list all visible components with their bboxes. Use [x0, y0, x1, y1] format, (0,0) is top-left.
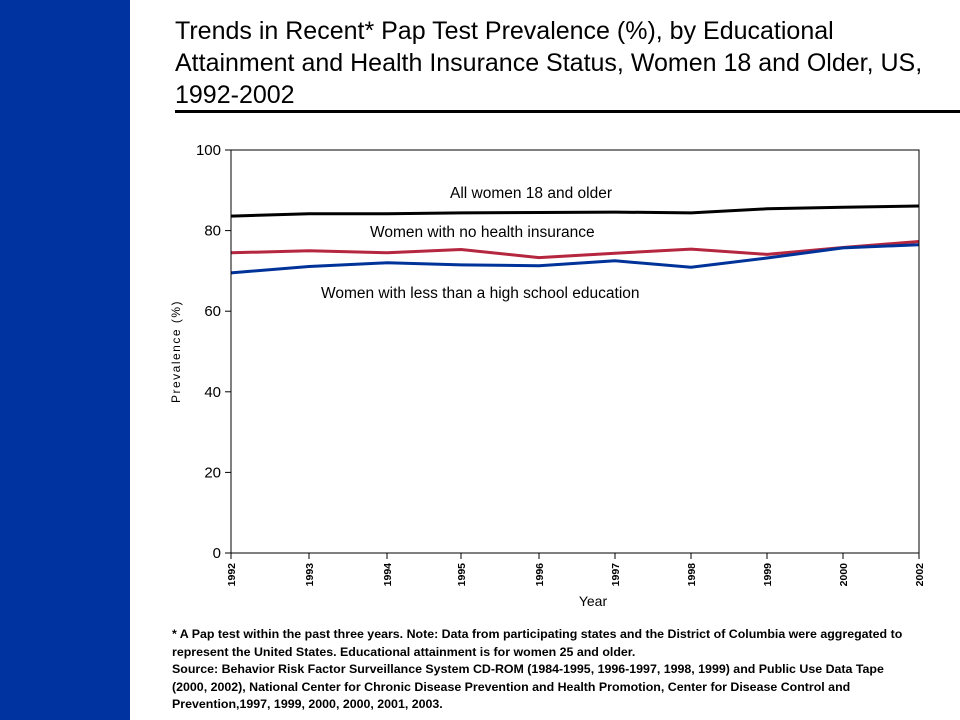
slide-title: Trends in Recent* Pap Test Prevalence (%… — [175, 17, 923, 109]
series-label-3: Women with less than a high school educa… — [321, 285, 640, 302]
title-rule — [175, 110, 960, 113]
source-text: Source: Behavior Risk Factor Surveillanc… — [172, 662, 884, 712]
series-lines — [230, 204, 920, 275]
x-tick-label-1999: 1999 — [762, 563, 774, 587]
y-axis-label: Prevalence (%) — [169, 300, 183, 403]
series-line-1 — [230, 204, 920, 218]
y-tick-label-100: 100 — [196, 142, 221, 159]
series-line-3 — [230, 243, 920, 275]
series-line-2 — [230, 240, 920, 260]
y-tick-label-60: 60 — [204, 303, 221, 320]
x-axis-label: Year — [579, 593, 608, 609]
y-tick-label-20: 20 — [204, 464, 221, 481]
x-tick-label-1997: 1997 — [610, 563, 622, 587]
x-axis: 1992 1993 1994 1995 1996 1997 1998 1999 2000 2002… — [226, 553, 926, 609]
y-tick-label-40: 40 — [204, 384, 221, 401]
series-labels: All women 18 and older Women with no heal… — [321, 185, 640, 302]
x-tick-label-1993: 1993 — [304, 563, 316, 587]
x-tick-label-1994: 1994 — [382, 563, 394, 587]
x-tick-label-1995: 1995 — [456, 563, 468, 587]
footnote-text: * A Pap test within the past three years… — [172, 627, 903, 659]
x-tick-label-2002: 2002 — [914, 563, 926, 587]
y-axis: 0 20 40 60 80 100 Prevalence (%) — [169, 142, 231, 562]
x-tick-label-1996: 1996 — [534, 563, 546, 587]
y-tick-label-80: 80 — [204, 223, 221, 240]
series-label-1: All women 18 and older — [450, 185, 612, 202]
y-tick-label-0: 0 — [213, 545, 221, 562]
x-tick-label-2000: 2000 — [838, 563, 850, 587]
plot-frame — [230, 149, 920, 554]
x-tick-label-1992: 1992 — [226, 563, 238, 587]
x-tick-label-1998: 1998 — [686, 563, 698, 587]
footnote-block: * A Pap test within the past three years… — [172, 626, 922, 714]
side-accent-bar — [0, 0, 130, 720]
series-label-2: Women with no health insurance — [370, 224, 595, 241]
